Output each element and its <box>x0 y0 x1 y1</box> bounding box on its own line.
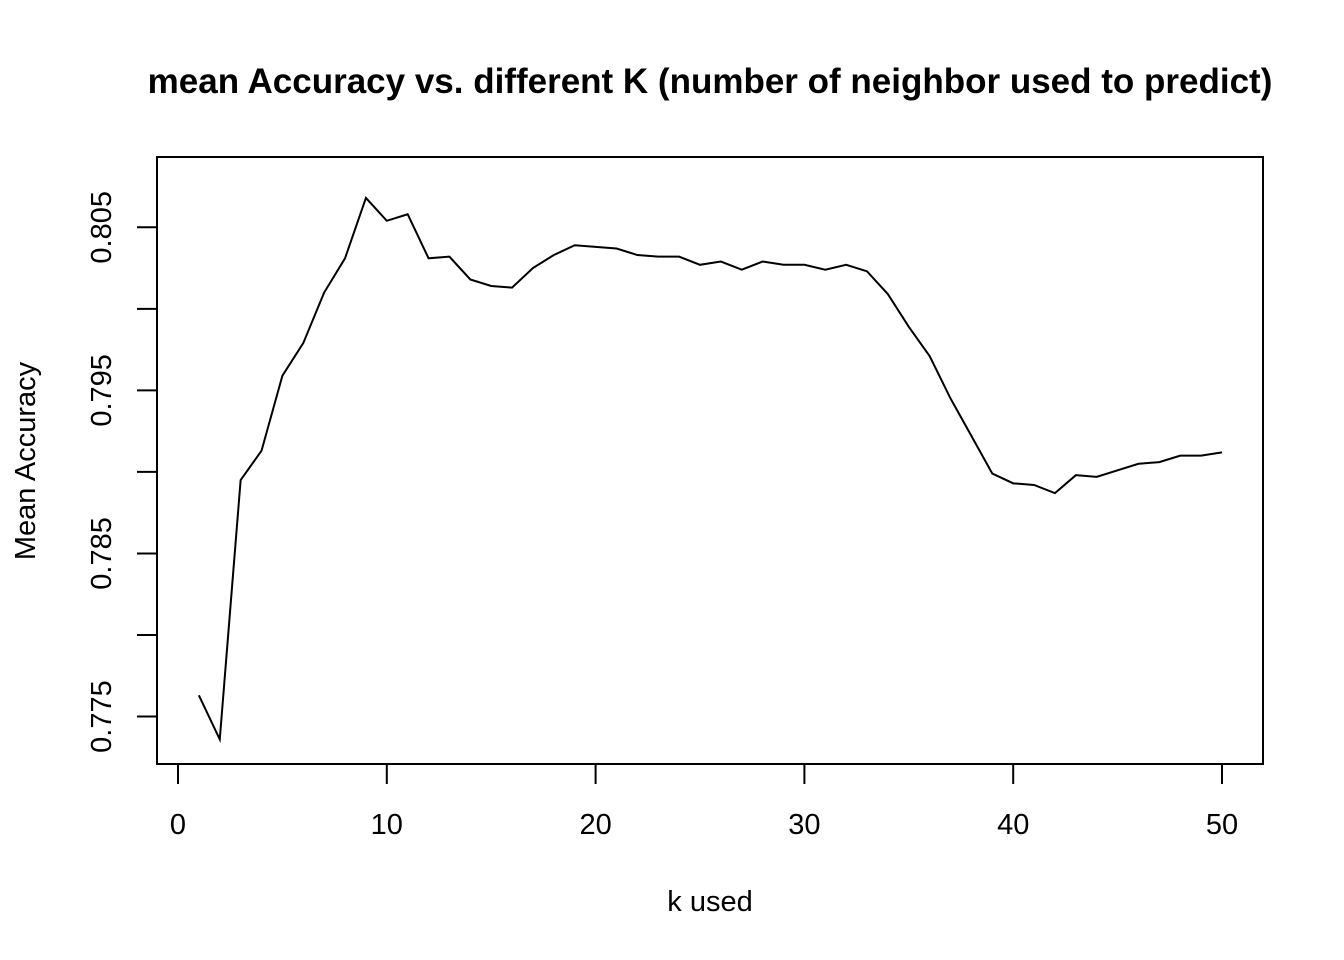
x-axis-label: k used <box>667 886 752 918</box>
chart-title: mean Accuracy vs. different K (number of… <box>148 62 1273 101</box>
x-tick-label: 40 <box>997 809 1029 841</box>
x-tick-label: 50 <box>1206 809 1238 841</box>
x-axis: 0 10 20 30 40 50 <box>170 763 1238 841</box>
y-axis: 0.775 0.785 0.795 0.805 <box>86 191 158 753</box>
y-tick-label: 0.805 <box>86 191 118 264</box>
y-tick-label: 0.785 <box>86 517 118 590</box>
y-tick-label: 0.775 <box>86 680 118 753</box>
plot-area-border <box>156 156 1264 765</box>
x-tick-label: 10 <box>371 809 403 841</box>
x-tick-label: 0 <box>170 809 186 841</box>
y-axis-label: Mean Accuracy <box>10 361 42 560</box>
series-line-mean-accuracy <box>197 196 1223 744</box>
x-tick-label: 30 <box>788 809 820 841</box>
y-tick-label: 0.795 <box>86 354 118 427</box>
x-tick-label: 20 <box>579 809 611 841</box>
